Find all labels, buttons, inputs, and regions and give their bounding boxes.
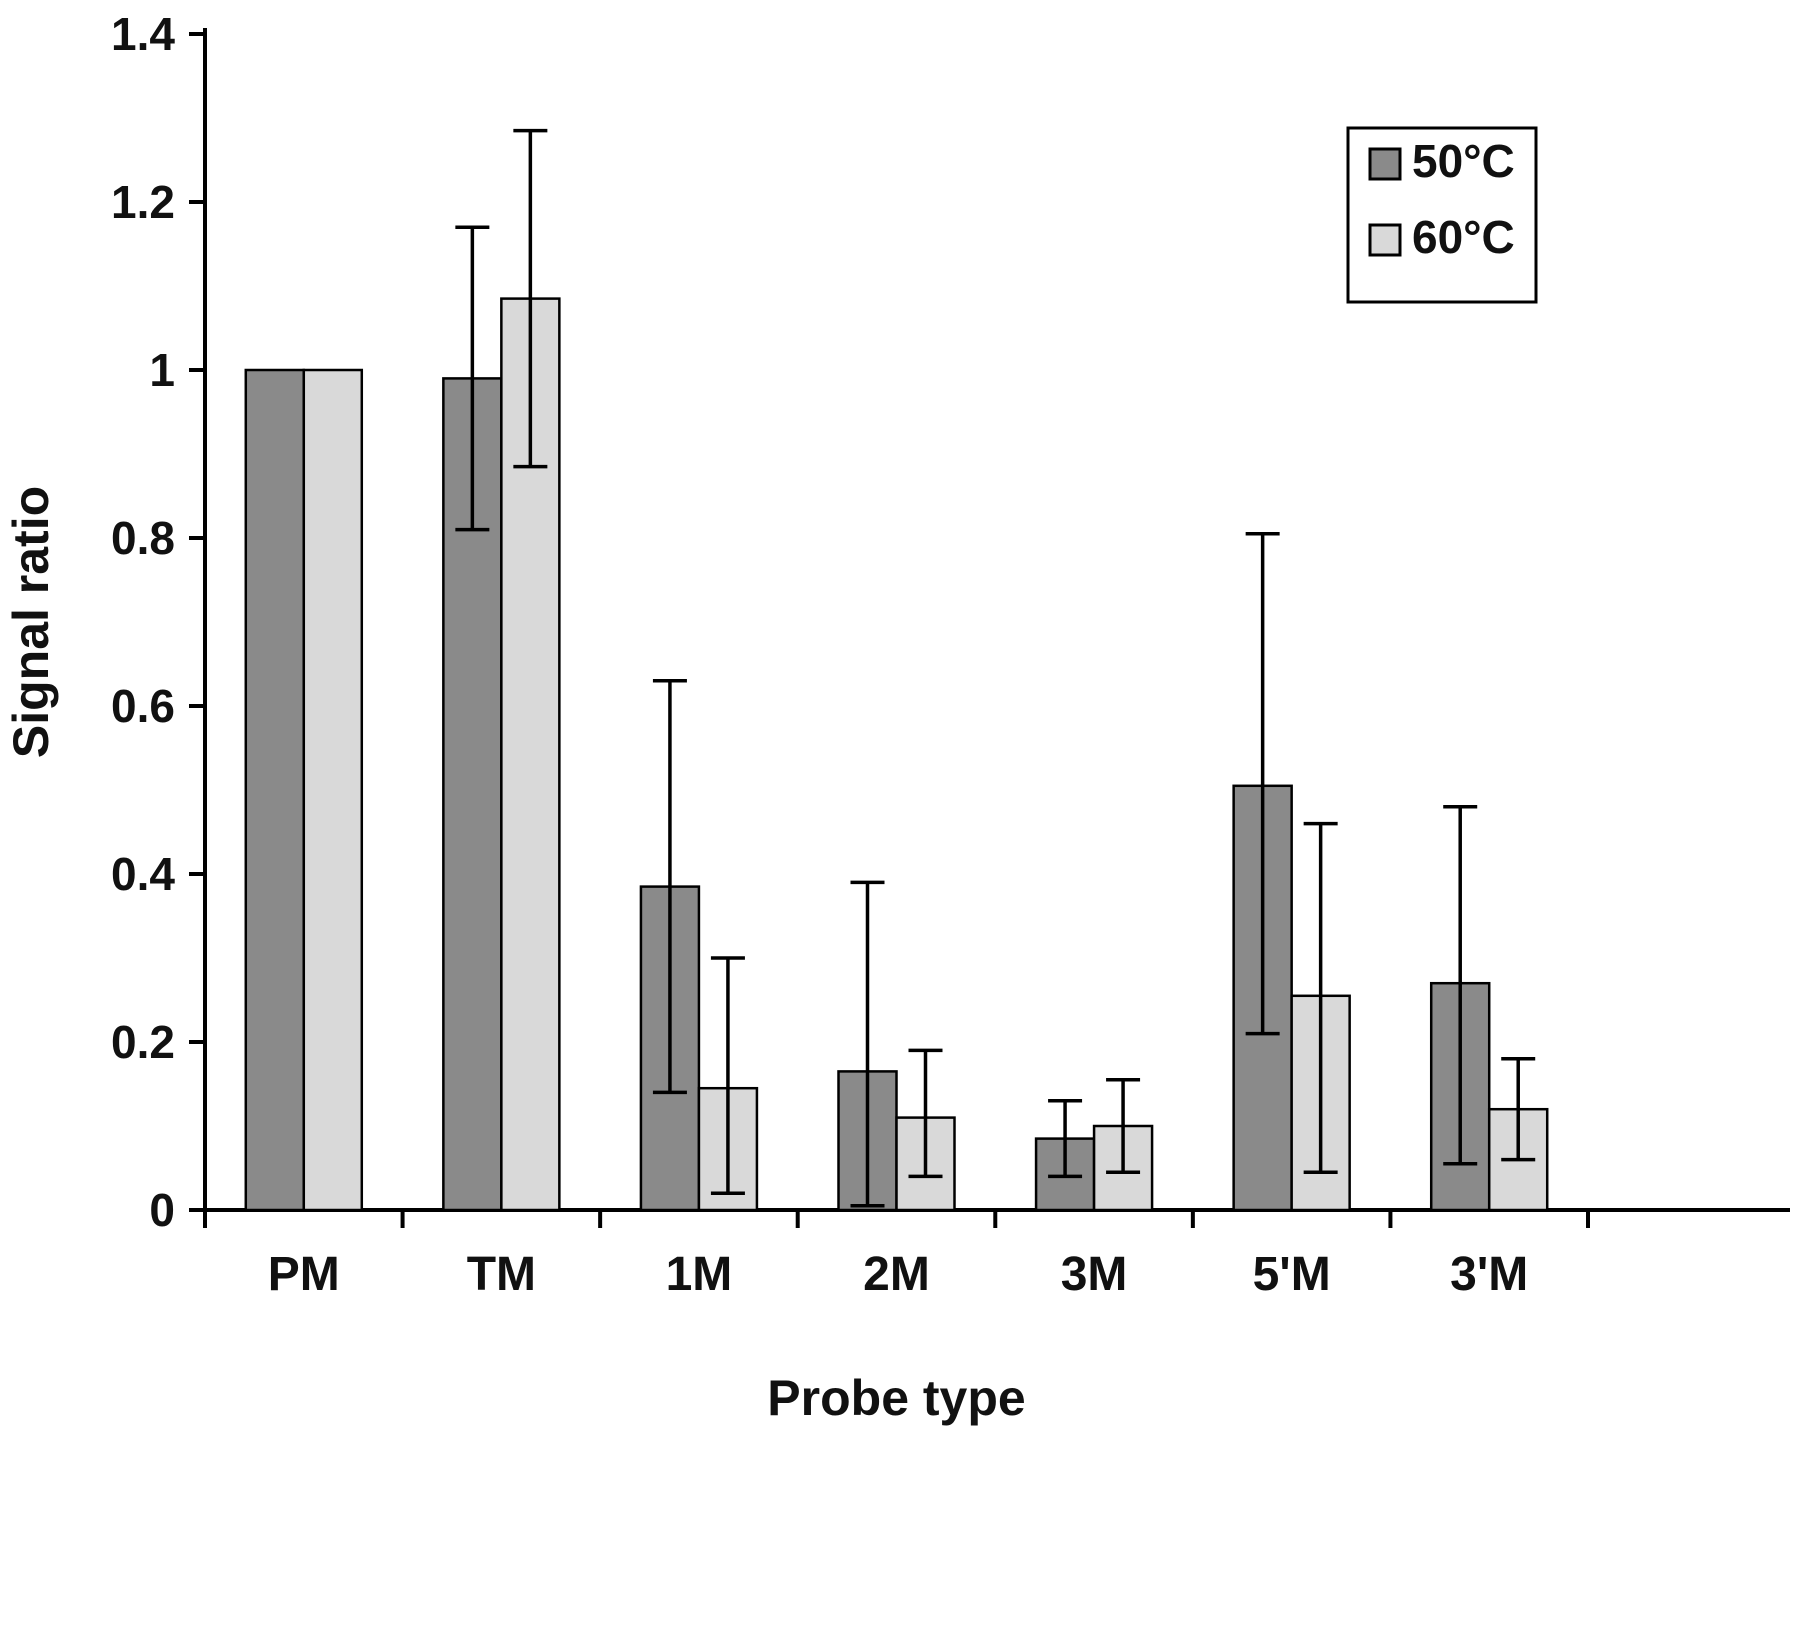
legend-swatch-1 xyxy=(1368,147,1402,181)
x-category-label: PM xyxy=(268,1248,340,1301)
bar-series1-PM xyxy=(244,368,306,1212)
x-category-label: TM xyxy=(467,1248,536,1301)
x-category-label: 3M xyxy=(1061,1248,1128,1301)
x-category-label: 2M xyxy=(863,1248,930,1301)
legend-label-1: 50°C xyxy=(1412,135,1515,187)
legend-label-2: 60°C xyxy=(1412,211,1515,263)
y-tick-label: 1 xyxy=(149,344,175,396)
y-tick-label: 0 xyxy=(149,1184,175,1236)
x-category-label: 5'M xyxy=(1253,1248,1331,1301)
y-tick-label: 0.8 xyxy=(111,512,175,564)
y-tick-label: 1.4 xyxy=(111,8,175,60)
y-tick-label: 0.4 xyxy=(111,848,175,900)
bar-series2-PM xyxy=(302,368,364,1212)
x-category-label: 1M xyxy=(666,1248,733,1301)
x-axis-title: Probe type xyxy=(767,1370,1025,1426)
y-tick-label: 0.2 xyxy=(111,1016,175,1068)
y-axis-title: Signal ratio xyxy=(3,486,59,758)
legend-swatch-2 xyxy=(1368,223,1402,257)
y-tick-label: 1.2 xyxy=(111,176,175,228)
y-tick-label: 0.6 xyxy=(111,680,175,732)
x-category-label: 3'M xyxy=(1450,1248,1528,1301)
